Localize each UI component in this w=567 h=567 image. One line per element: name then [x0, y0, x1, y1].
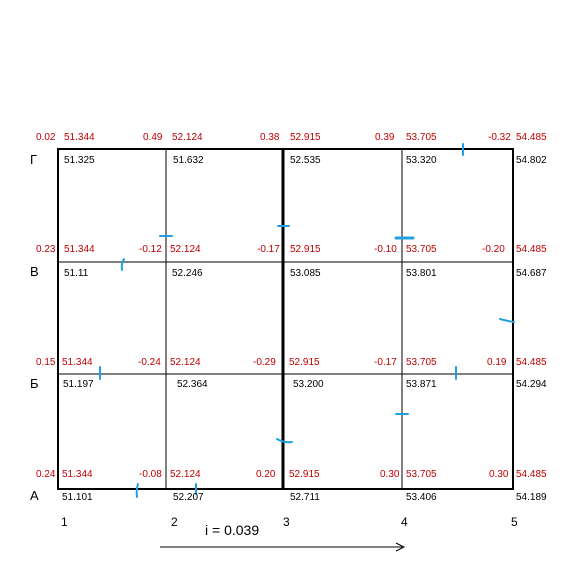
row-label-g: Г	[30, 152, 38, 167]
design-mark-g4: 53.705	[406, 132, 437, 143]
working-mark-a4: 0.30	[380, 469, 400, 480]
black-mark-v5: 54.687	[516, 268, 547, 279]
working-mark-a2: -0.08	[139, 469, 162, 480]
column-label-2: 2	[171, 515, 178, 529]
black-mark-a2: 52.207	[173, 492, 204, 503]
black-mark-b4: 53.871	[406, 379, 437, 390]
black-mark-g5: 54.802	[516, 155, 547, 166]
black-mark-v1: 51.11	[64, 268, 89, 279]
row-label-v: В	[30, 264, 39, 279]
grid-outer-frame	[57, 148, 514, 490]
working-mark-v5: -0.20	[482, 244, 505, 255]
design-mark-v1: 51.344	[64, 244, 95, 255]
working-mark-b3: -0.29	[253, 357, 276, 368]
working-mark-v1: 0.23	[36, 244, 56, 255]
black-mark-b5: 54.294	[516, 379, 547, 390]
working-mark-g4: 0.39	[375, 132, 395, 143]
black-mark-b3: 53.200	[293, 379, 324, 390]
zero-work-markers	[99, 143, 515, 498]
design-mark-b2: 52.124	[170, 357, 201, 368]
black-mark-v3: 53.085	[290, 268, 321, 279]
working-mark-g2: 0.49	[143, 132, 163, 143]
working-mark-b1: 0.15	[36, 357, 56, 368]
row-label-b: Б	[30, 376, 39, 391]
design-mark-a2: 52.124	[170, 469, 201, 480]
working-mark-b4: -0.17	[374, 357, 397, 368]
slope-arrow	[160, 542, 406, 552]
design-mark-v4: 53.705	[406, 244, 437, 255]
design-mark-g3: 52.915	[290, 132, 321, 143]
zero-marker	[276, 438, 293, 444]
black-mark-v2: 52.246	[172, 268, 203, 279]
column-label-5: 5	[511, 515, 518, 529]
column-label-3: 3	[283, 515, 290, 529]
design-mark-v3: 52.915	[290, 244, 321, 255]
working-mark-v2: -0.12	[139, 244, 162, 255]
design-mark-v5: 54.485	[516, 244, 547, 255]
design-mark-g5: 54.485	[516, 132, 547, 143]
design-mark-b1: 51.344	[62, 357, 93, 368]
working-mark-g5: -0.32	[488, 132, 511, 143]
black-mark-a4: 53.406	[406, 492, 437, 503]
working-mark-g1: 0.02	[36, 132, 56, 143]
design-mark-b5: 54.485	[516, 357, 547, 368]
working-mark-b5: 0.19	[487, 357, 507, 368]
working-mark-a5: 0.30	[489, 469, 509, 480]
black-mark-v4: 53.801	[406, 268, 437, 279]
zero-marker	[120, 258, 125, 271]
column-label-1: 1	[61, 515, 68, 529]
design-mark-b4: 53.705	[406, 357, 437, 368]
black-mark-a3: 52.711	[290, 492, 320, 503]
black-mark-b2: 52.364	[177, 379, 208, 390]
working-mark-a1: 0.24	[36, 469, 56, 480]
working-mark-v4: -0.10	[374, 244, 397, 255]
zero-marker	[499, 318, 515, 323]
black-mark-a5: 54.189	[516, 492, 547, 503]
working-mark-a3: 0.20	[256, 469, 276, 480]
design-mark-v2: 52.124	[170, 244, 201, 255]
black-mark-a1: 51.101	[62, 492, 93, 503]
design-mark-g1: 51.344	[64, 132, 95, 143]
grid-inner-lines	[58, 149, 513, 489]
slope-label: i = 0.039	[205, 522, 260, 538]
working-mark-v3: -0.17	[257, 244, 280, 255]
design-mark-a3: 52.915	[289, 469, 320, 480]
design-mark-a5: 54.485	[516, 469, 547, 480]
black-mark-g3: 52.535	[290, 155, 321, 166]
row-label-a: А	[30, 488, 39, 503]
design-mark-b3: 52.915	[289, 357, 320, 368]
design-mark-a4: 53.705	[406, 469, 437, 480]
column-label-4: 4	[401, 515, 408, 529]
design-mark-a1: 51.344	[62, 469, 93, 480]
working-mark-g3: 0.38	[260, 132, 280, 143]
zero-marker	[135, 483, 139, 498]
black-mark-b1: 51.197	[63, 379, 94, 390]
black-mark-g2: 51.632	[173, 155, 204, 166]
design-mark-g2: 52.124	[172, 132, 203, 143]
black-mark-g4: 53.320	[406, 155, 437, 166]
black-mark-g1: 51.325	[64, 155, 95, 166]
working-mark-b2: -0.24	[138, 357, 161, 368]
